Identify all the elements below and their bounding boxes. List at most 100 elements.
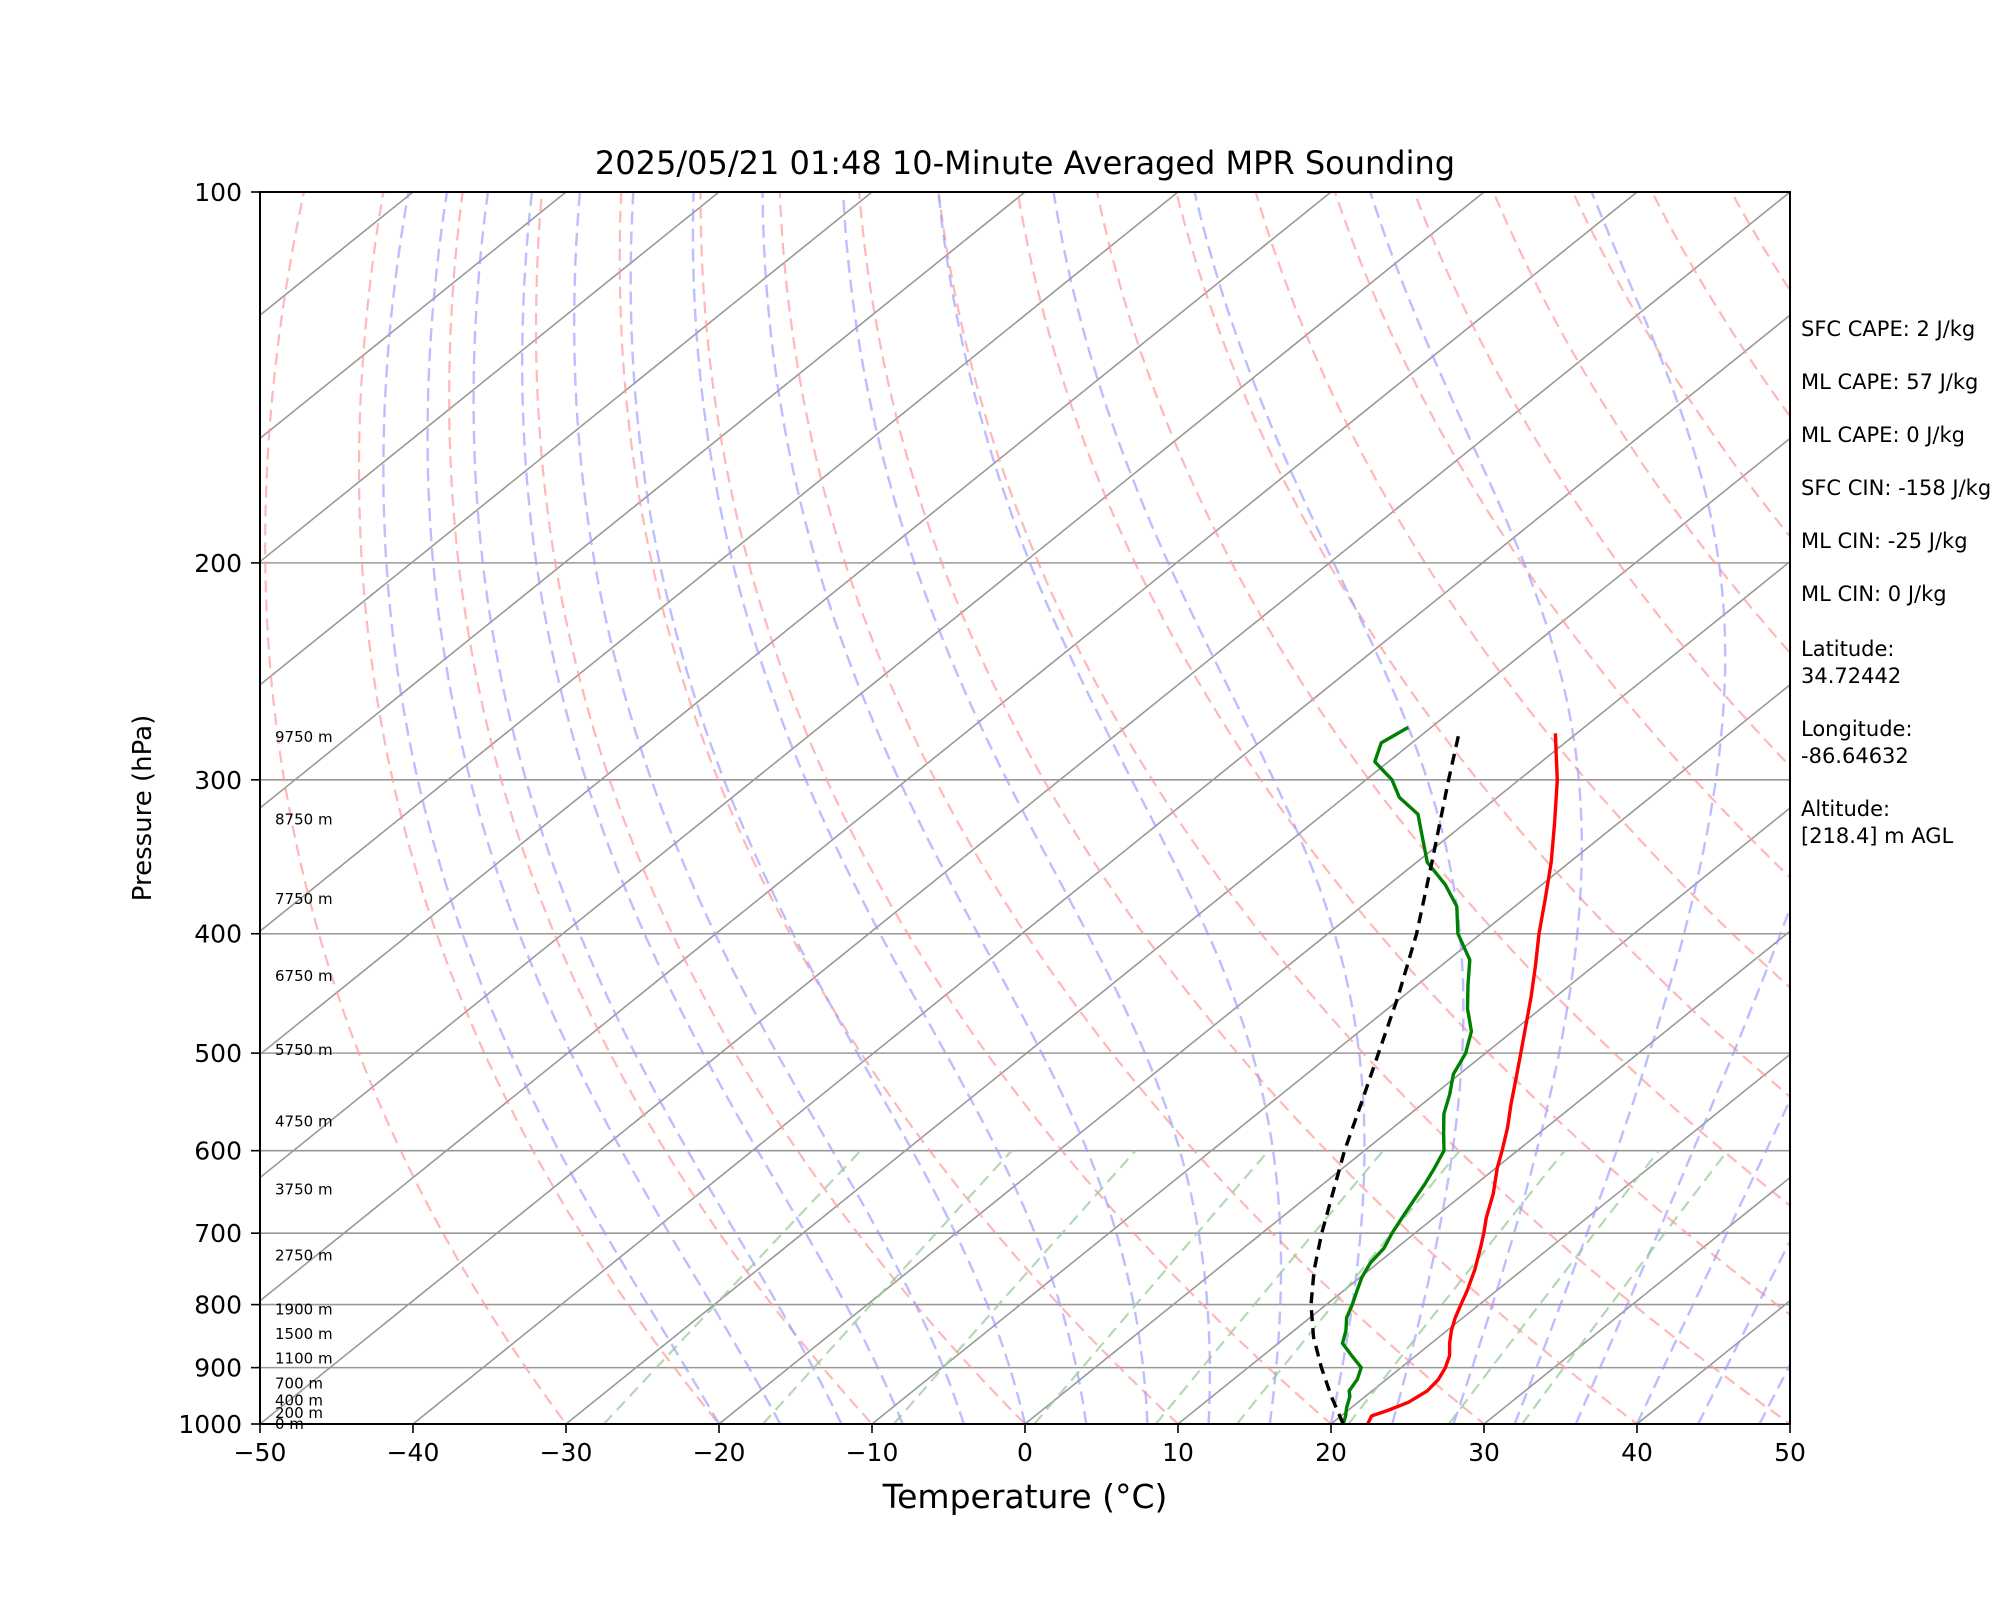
isotherm-line <box>1483 1176 1790 1424</box>
isobar-lines <box>260 192 1790 1424</box>
dry-adiabat-line <box>699 192 1333 1424</box>
mixing-ratio-lines <box>602 1149 1729 1424</box>
isotherm-line <box>0 192 107 1424</box>
annotation-text: [218.4] m AGL <box>1801 824 1954 848</box>
height-label: 200 m <box>275 1404 323 1422</box>
isotherm-line <box>1330 1053 1790 1424</box>
isotherm-line <box>260 192 873 686</box>
annotation-text: 34.72442 <box>1801 664 1901 688</box>
x-axis-ticks: −50 −40 −30 −20 −10 0 10 20 30 40 50 <box>234 1424 1806 1467</box>
isotherm-line <box>260 192 1026 810</box>
dry-adiabat-line <box>618 192 1180 1424</box>
annotation-text: ML CIN: -25 J/kg <box>1801 529 1968 553</box>
x-tick-label: 10 <box>1162 1438 1194 1467</box>
x-tick-label: 30 <box>1468 1438 1500 1467</box>
x-tick-label: 40 <box>1621 1438 1653 1467</box>
moist-adiabat-line <box>629 192 1027 1424</box>
dry-adiabat-line <box>1254 192 1790 990</box>
isotherm-line <box>1177 930 1790 1424</box>
isotherm-line <box>565 437 1790 1424</box>
dry-adiabat-line <box>858 192 1639 1424</box>
y-tick-label: 300 <box>194 766 242 795</box>
mixing-ratio-line <box>1154 1149 1385 1424</box>
moist-adiabat-line <box>521 192 904 1424</box>
isotherm-line <box>718 560 1790 1424</box>
y-tick-label: 600 <box>194 1137 242 1166</box>
y-axis-ticks: 100 200 300 400 500 600 700 800 900 1000 <box>178 178 260 1439</box>
annotation-text: Altitude: <box>1801 797 1890 821</box>
annotation-text: SFC CAPE: 2 J/kg <box>1801 317 1975 341</box>
height-label: 5750 m <box>275 1041 333 1059</box>
height-label: 1100 m <box>275 1350 333 1368</box>
moist-adiabat-line <box>1193 192 1465 1424</box>
annotation-text: ML CAPE: 0 J/kg <box>1801 423 1965 447</box>
moist-adiabat-lines <box>382 192 1790 1424</box>
height-label: 7750 m <box>275 890 333 908</box>
height-label: 400 m <box>275 1391 323 1409</box>
mixing-ratio-line <box>602 1149 862 1424</box>
mixing-ratio-line <box>1236 1150 1461 1424</box>
height-label: 700 m <box>275 1374 323 1392</box>
y-tick-label: 500 <box>194 1039 242 1068</box>
x-tick-label: 50 <box>1774 1438 1806 1467</box>
height-label: 6750 m <box>275 967 333 985</box>
y-tick-label: 800 <box>194 1291 242 1320</box>
y-tick-label: 400 <box>194 920 242 949</box>
height-label: 3750 m <box>275 1180 333 1198</box>
annotation-text: Longitude: <box>1801 717 1913 741</box>
mixing-ratio-line <box>1347 1150 1566 1424</box>
isotherm-line <box>260 192 1790 1424</box>
y-tick-label: 100 <box>194 178 242 207</box>
height-label: 8750 m <box>275 810 333 828</box>
isotherm-line <box>260 192 720 563</box>
dry-adiabat-line <box>937 192 1790 1424</box>
isotherm-line <box>260 192 1485 1179</box>
dry-adiabat-line <box>357 192 721 1424</box>
moist-adiabat-line <box>426 192 782 1424</box>
dry-adiabat-line <box>448 192 874 1424</box>
moist-adiabat-line <box>1052 192 1366 1424</box>
height-label: 2750 m <box>275 1247 333 1265</box>
mixing-ratio-line <box>892 1149 1137 1424</box>
temperature-line <box>1366 733 1559 1424</box>
x-tick-label: 20 <box>1315 1438 1347 1467</box>
mixing-ratio-line <box>762 1149 1013 1424</box>
dry-adiabat-line <box>1492 192 1790 655</box>
parcel-path-line <box>1309 732 1461 1424</box>
moist-adiabat-line <box>691 192 1088 1424</box>
x-tick-label: −30 <box>540 1438 593 1467</box>
x-axis-title: Temperature (°C) <box>882 1477 1168 1516</box>
height-label: 1900 m <box>275 1300 333 1318</box>
dry-adiabat-lines <box>264 192 1790 1424</box>
x-tick-label: 0 <box>1017 1438 1033 1467</box>
sounding-annotations: SFC CAPE: 2 J/kg ML CAPE: 57 J/kg ML CAPE:… <box>1801 317 1991 848</box>
height-label: 9750 m <box>275 728 333 746</box>
dry-adiabat-line <box>1095 192 1790 1208</box>
mixing-ratio-line <box>1447 1150 1660 1424</box>
mixing-ratio-line <box>1033 1149 1270 1424</box>
annotation-text: ML CAPE: 57 J/kg <box>1801 370 1978 394</box>
moist-adiabat-line <box>1574 904 1790 1424</box>
moist-adiabat-line <box>937 192 1283 1424</box>
y-tick-label: 200 <box>194 549 242 578</box>
annotation-text: Latitude: <box>1801 637 1895 661</box>
height-label: 1500 m <box>275 1325 333 1343</box>
dry-adiabat-line <box>1413 192 1790 768</box>
height-label: 0 m <box>275 1415 304 1433</box>
sounding-series <box>1309 725 1559 1424</box>
annotation-text: SFC CIN: -158 J/kg <box>1801 476 1991 500</box>
dry-adiabat-line <box>778 192 1486 1424</box>
moist-adiabat-line <box>382 192 721 1424</box>
moist-adiabat-line <box>573 192 965 1424</box>
annotation-text: ML CIN: 0 J/kg <box>1801 582 1947 606</box>
isotherm-line <box>260 192 1332 1056</box>
x-tick-label: −50 <box>234 1438 287 1467</box>
moist-adiabat-line <box>841 192 1211 1424</box>
dry-adiabat-line <box>1016 192 1790 1317</box>
moist-adiabat-line <box>472 192 843 1424</box>
y-axis-title: Pressure (hPa) <box>128 715 158 902</box>
height-label: 4750 m <box>275 1112 333 1130</box>
isotherm-line <box>260 192 567 440</box>
